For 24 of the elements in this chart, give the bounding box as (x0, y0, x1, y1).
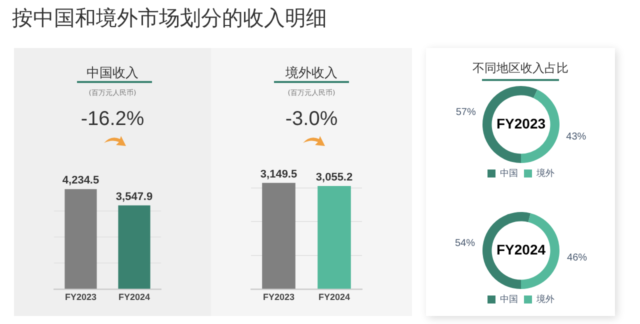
data-label: 4,234.5 (62, 174, 100, 187)
data-label: 3,547.9 (116, 190, 153, 203)
text: -16.2% (80, 108, 146, 131)
text: 按中国和境外市场划分的收入明细 (12, 5, 327, 32)
text: -3.0% (284, 108, 339, 131)
x-tick-label: FY2024 (118, 292, 150, 302)
data-label: 3,149.5 (260, 168, 298, 180)
data-label: 46% (567, 252, 588, 264)
data-label: 43% (566, 132, 586, 143)
data-label: 57% (456, 106, 476, 118)
data-label: 3,055.2 (316, 172, 353, 184)
legend-label: 境外 (536, 294, 554, 304)
legend-label: 中国 (500, 294, 518, 304)
data-label: 54% (454, 238, 476, 250)
text: FY2023 (496, 115, 546, 132)
x-tick-label: FY2023 (262, 292, 295, 302)
legend-label: 中国 (500, 168, 518, 178)
chart-title: 境外收入 (284, 65, 338, 82)
chart-title: 中国收入 (86, 65, 140, 82)
legend-label: 境外 (536, 168, 554, 178)
x-tick-label: FY2023 (64, 292, 97, 302)
text: FY2024 (496, 241, 546, 258)
x-tick-label: FY2024 (318, 292, 350, 302)
chart-title: 不同地区收入占比 (472, 60, 570, 77)
